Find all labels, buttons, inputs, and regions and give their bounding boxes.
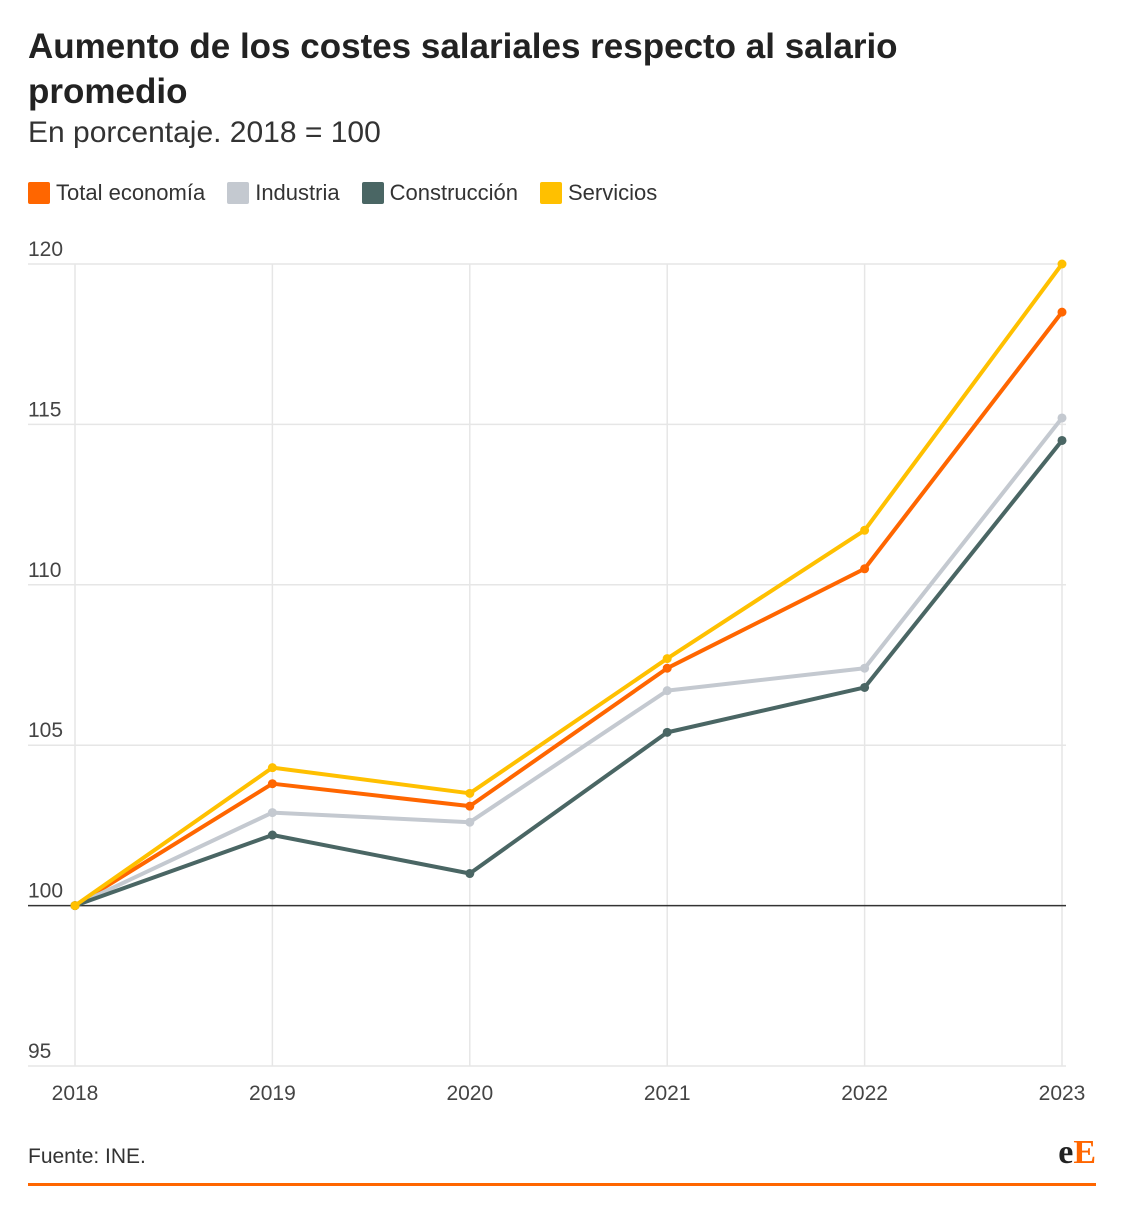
series-line-servicios: [73, 262, 1064, 908]
data-point-construcci-n: [267, 830, 277, 840]
data-point-construcci-n: [465, 869, 475, 879]
data-point-servicios: [465, 788, 475, 798]
data-point-industria: [267, 808, 277, 818]
data-point-construcci-n: [860, 682, 870, 692]
data-point-total-econom-a: [267, 779, 277, 789]
legend-label: Servicios: [567, 180, 658, 205]
data-point-servicios: [1057, 259, 1067, 269]
source-note: Fuente: INE.: [28, 1145, 146, 1168]
x-tick-label: 2021: [644, 1082, 691, 1105]
data-point-servicios: [267, 763, 277, 773]
chart-title: Aumento de los costes salariales respect…: [28, 27, 898, 111]
y-tick-label: 100: [28, 880, 63, 903]
legend-label: Construcción: [389, 180, 518, 205]
legend-label: Industria: [255, 180, 340, 205]
legend-item-industria: Industria: [227, 180, 340, 206]
data-point-construcci-n: [662, 727, 672, 737]
y-tick-label: 110: [28, 559, 61, 582]
brand-logo: eE: [1058, 1134, 1096, 1171]
data-point-industria: [465, 817, 475, 827]
data-point-industria: [860, 663, 870, 673]
legend-item-servicios: Servicios: [539, 180, 658, 206]
legend-item-construccion: Construcción: [361, 180, 518, 206]
legend-swatch: [539, 182, 562, 204]
series-line-construcci-n: [74, 439, 1064, 908]
data-point-total-econom-a: [1057, 307, 1067, 317]
y-tick-label: 95: [28, 1040, 51, 1063]
data-point-construcci-n: [1057, 435, 1067, 445]
legend-swatch: [361, 182, 384, 204]
legend-item-total: Total economía: [28, 180, 205, 206]
x-tick-label: 2022: [841, 1082, 888, 1105]
data-point-industria: [1057, 413, 1067, 423]
series-line-industria: [74, 416, 1064, 908]
y-tick-label: 120: [28, 238, 63, 261]
bottom-divider: [28, 1183, 1096, 1186]
legend-swatch: [227, 182, 250, 204]
data-point-total-econom-a: [662, 663, 672, 673]
data-point-servicios: [70, 901, 80, 911]
series-line-total-econom-a: [73, 310, 1064, 908]
y-tick-label: 105: [28, 719, 63, 742]
data-point-total-econom-a: [860, 564, 870, 574]
legend: Total economía Industria Construcción Se…: [28, 180, 657, 206]
legend-swatch: [28, 182, 50, 204]
x-tick-label: 2023: [1039, 1082, 1086, 1105]
x-tick-label: 2018: [52, 1082, 99, 1105]
x-tick-label: 2019: [249, 1082, 296, 1105]
data-point-servicios: [662, 654, 672, 664]
data-point-servicios: [860, 525, 870, 535]
legend-label: Total economía: [56, 180, 206, 205]
chart-subtitle: En porcentaje. 2018 = 100: [28, 116, 381, 149]
y-tick-label: 115: [28, 398, 61, 421]
x-tick-label: 2020: [446, 1082, 493, 1105]
data-point-total-econom-a: [465, 801, 475, 811]
data-point-industria: [662, 686, 672, 696]
